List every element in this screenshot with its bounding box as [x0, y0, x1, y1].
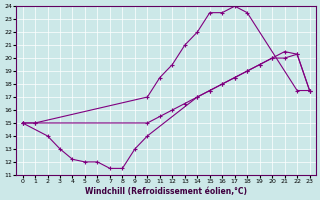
X-axis label: Windchill (Refroidissement éolien,°C): Windchill (Refroidissement éolien,°C) [85, 187, 247, 196]
